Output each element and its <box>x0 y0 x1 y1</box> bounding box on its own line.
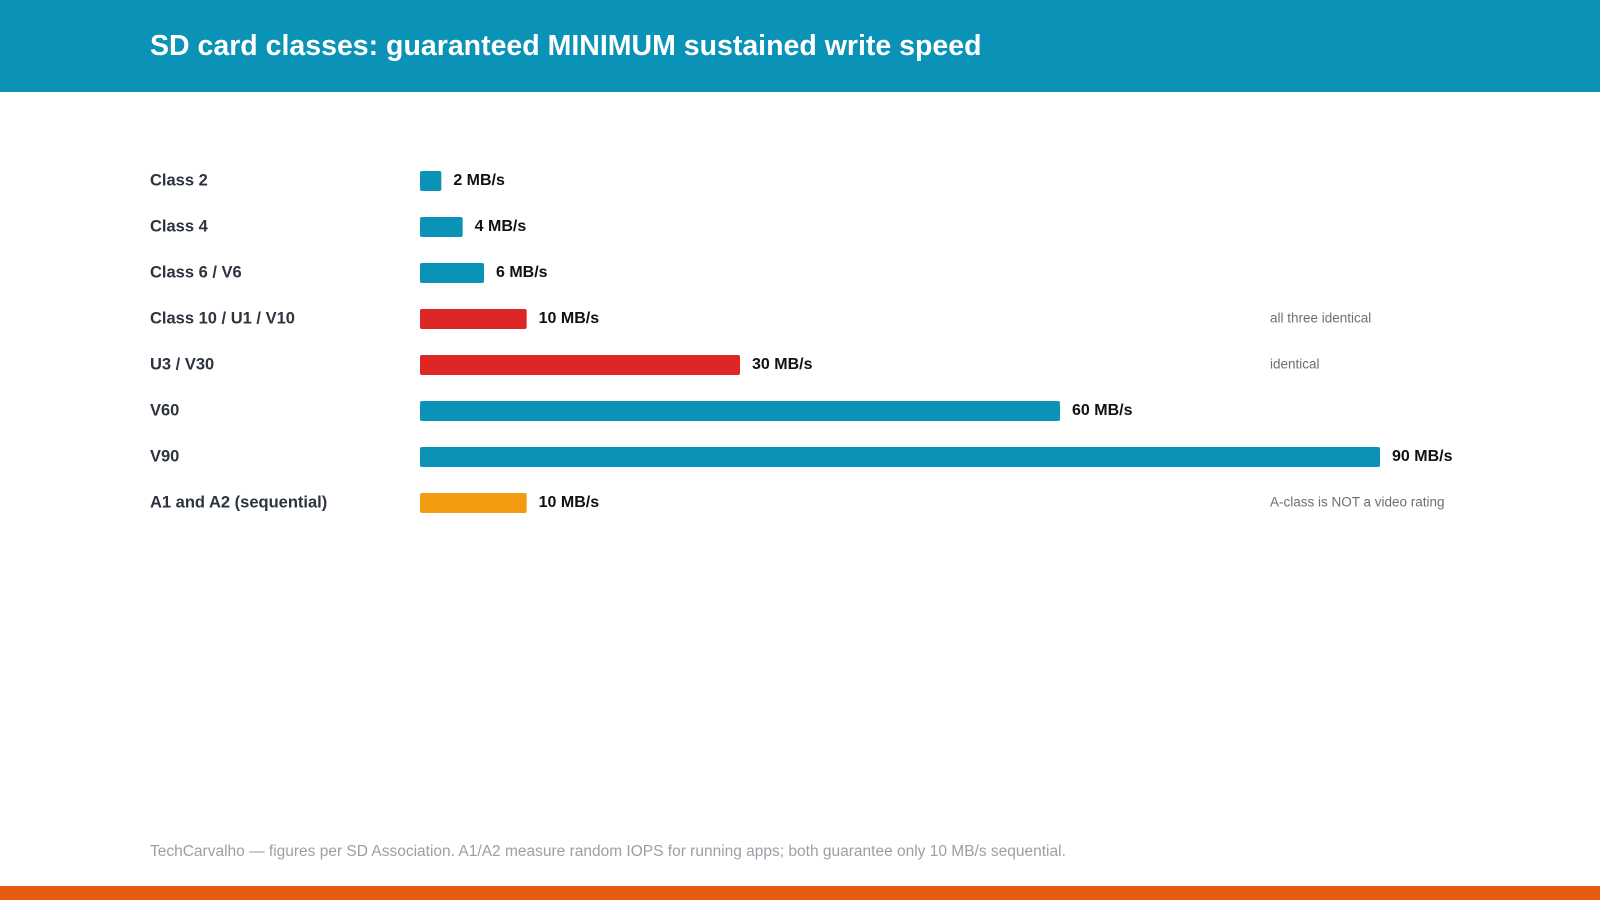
bar-u3-v30 <box>420 355 740 375</box>
value-label-a1-and-a2-sequential: 10 MB/s <box>539 494 600 511</box>
value-label-class-10-u1-v10: 10 MB/s <box>539 310 600 327</box>
category-label-class-10-u1-v10: Class 10 / U1 / V10 <box>150 309 295 327</box>
bar-class-6-v6 <box>420 263 484 283</box>
bar-v60 <box>420 401 1060 421</box>
bar-class-2 <box>420 171 442 191</box>
bar-v90 <box>420 447 1380 467</box>
value-label-u3-v30: 30 MB/s <box>752 356 813 373</box>
chart-title: SD card classes: guaranteed MINIMUM sust… <box>150 30 982 62</box>
bar-a1-and-a2-sequential <box>420 493 527 513</box>
bar-class-4 <box>420 217 463 237</box>
category-label-a1-and-a2-sequential: A1 and A2 (sequential) <box>150 493 327 511</box>
value-label-v60: 60 MB/s <box>1072 402 1133 419</box>
value-label-class-6-v6: 6 MB/s <box>496 264 548 281</box>
value-label-class-2: 2 MB/s <box>453 172 505 189</box>
bottom-accent-bar <box>0 886 1600 900</box>
bar-class-10-u1-v10 <box>420 309 527 329</box>
category-label-v90: V90 <box>150 447 179 465</box>
annotation-u3-v30: identical <box>1270 357 1320 372</box>
footer-note: TechCarvalho — figures per SD Associatio… <box>150 843 1066 860</box>
header-banner: SD card classes: guaranteed MINIMUM sust… <box>0 0 1600 92</box>
category-label-u3-v30: U3 / V30 <box>150 355 214 373</box>
annotation-class-10-u1-v10: all three identical <box>1270 311 1371 326</box>
category-label-class-6-v6: Class 6 / V6 <box>150 263 242 281</box>
category-label-v60: V60 <box>150 401 179 419</box>
value-label-class-4: 4 MB/s <box>475 218 527 235</box>
category-label-class-2: Class 2 <box>150 171 208 189</box>
category-label-class-4: Class 4 <box>150 217 209 235</box>
value-label-v90: 90 MB/s <box>1392 448 1453 465</box>
annotation-a1-and-a2-sequential: A-class is NOT a video rating <box>1270 495 1445 510</box>
